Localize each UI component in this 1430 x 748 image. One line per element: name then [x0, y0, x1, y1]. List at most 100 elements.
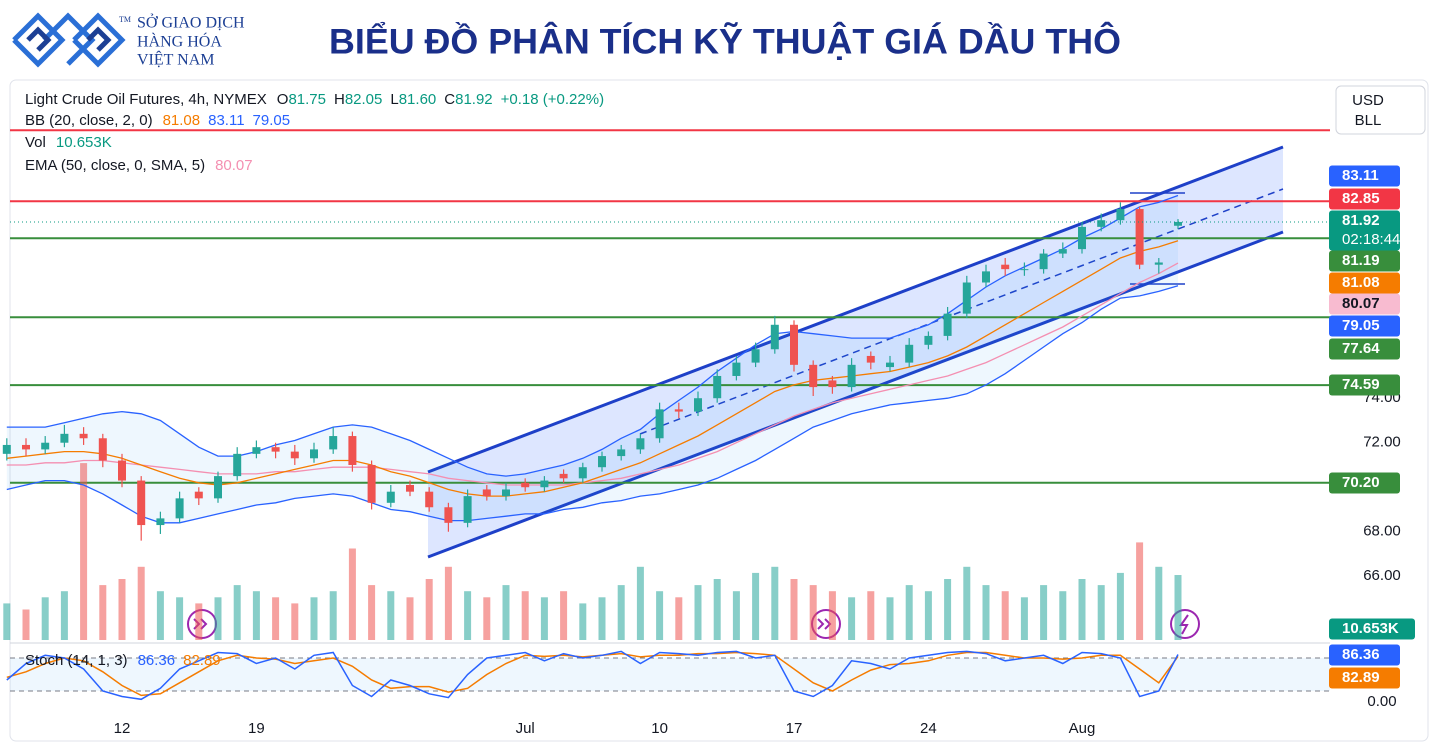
bb-basis	[6, 240, 1179, 497]
currency-button[interactable]	[1335, 85, 1426, 135]
candle-body	[982, 271, 990, 283]
vol-name: Vol	[25, 134, 46, 151]
volume-bar	[1116, 572, 1124, 640]
candle-body	[502, 489, 510, 497]
price-tag	[1329, 210, 1400, 251]
volume-bar	[425, 579, 433, 640]
volume-bar	[60, 591, 68, 640]
volume-bar	[905, 585, 913, 640]
price-channel	[427, 145, 1284, 559]
volume-bar	[368, 585, 376, 640]
ohlc-value: 82.05	[345, 91, 383, 108]
candle-body	[1174, 221, 1182, 226]
price-tags: 83.11 82.85 81.92 02:18:44 81.19 81.08 80.07 79…	[1329, 165, 1415, 689]
price-tag-label: 82.89	[1342, 669, 1380, 686]
volume-bar	[252, 591, 260, 640]
price-tag	[1329, 250, 1400, 272]
x-tick-label: Jul	[516, 720, 535, 737]
volume-bar	[617, 585, 625, 640]
candle-body	[22, 444, 30, 450]
volume-bar	[348, 548, 356, 640]
bb-fill	[6, 195, 1178, 523]
ema-value: 80.07	[215, 157, 253, 174]
ohlc-key: C	[444, 91, 455, 108]
candle-body	[290, 451, 299, 459]
logo-line: VIỆT NAM	[137, 50, 214, 69]
volume-bar	[156, 591, 164, 640]
volume-bar	[636, 566, 644, 640]
legend-stoch: Stoch (14, 1, 3) 86.36 82.89	[25, 652, 221, 669]
candle-body	[1154, 262, 1163, 265]
price-tag	[1329, 188, 1400, 210]
candle-body	[482, 489, 491, 497]
stoch-k-value: 86.36	[138, 652, 176, 669]
stoch-d-value: 82.89	[183, 652, 221, 669]
candle-body	[79, 433, 88, 439]
volume-bar	[944, 579, 952, 640]
price-tag	[1329, 374, 1400, 396]
x-tick-label: 12	[114, 720, 131, 737]
channel-middle	[639, 188, 1284, 435]
y-tick-label: 68.00	[1363, 523, 1401, 540]
ohlc-value: 81.60	[399, 91, 437, 108]
ohlc-key: L	[390, 91, 398, 108]
price-tag-label: 77.64	[1342, 340, 1380, 357]
unit: BLL	[1355, 112, 1382, 129]
volume-bar	[387, 591, 395, 640]
channel-lower	[427, 230, 1284, 559]
candle-body	[367, 464, 376, 503]
volume-bar	[214, 597, 222, 640]
volume-bar	[1001, 591, 1009, 640]
ema-line	[6, 262, 1179, 486]
price-tag	[1329, 165, 1400, 187]
volume-bar	[675, 597, 683, 640]
candle-body	[636, 438, 645, 450]
vol-value: 10.653K	[56, 134, 112, 151]
logo: TM SỞ GIAO DỊCH HÀNG HÓA VIỆT NAM	[12, 12, 245, 69]
volume-bar	[137, 566, 145, 640]
volume-bar	[963, 566, 971, 640]
candle-body	[1097, 220, 1106, 227]
volume-bar	[22, 609, 30, 640]
volume-bar	[99, 585, 107, 640]
y-tick-label: 66.00	[1363, 567, 1401, 584]
price-tag-label: 83.11	[1342, 167, 1379, 184]
bb-upper-value: 83.11	[208, 112, 244, 129]
volume-bar	[848, 597, 856, 640]
candle-body	[559, 473, 568, 479]
logo-line: SỞ GIAO DỊCH	[137, 13, 245, 32]
volume-bar	[560, 591, 568, 640]
volume-bar	[41, 597, 49, 640]
volume-bar	[406, 597, 414, 640]
candle-body	[847, 364, 856, 388]
price-tag	[1329, 667, 1400, 689]
bb-lower	[6, 285, 1179, 524]
logo-mark	[12, 12, 126, 68]
candle-body	[694, 398, 702, 412]
candle-body	[60, 433, 69, 443]
candle-body	[770, 324, 779, 350]
volume-bar	[233, 585, 241, 640]
volume-bar	[3, 603, 11, 640]
candle-body	[137, 480, 146, 526]
candle-body	[118, 460, 126, 481]
candle-body	[809, 364, 818, 388]
candle-body	[732, 362, 741, 376]
page-title: BIỂU ĐỒ PHÂN TÍCH KỸ THUẬT GIÁ DẦU THÔ	[329, 21, 1121, 61]
price-tag	[1329, 618, 1415, 640]
volume-bar	[329, 591, 337, 640]
price-tag-label: 74.59	[1342, 376, 1380, 393]
volume-bar	[713, 579, 721, 640]
legend-vol: Vol 10.653K	[25, 134, 112, 151]
volume-bar	[809, 585, 817, 640]
volume-bar	[1059, 591, 1067, 640]
candle-body	[156, 518, 165, 526]
candle-body	[444, 507, 453, 523]
ohlc-value: 81.75	[288, 91, 326, 108]
price-tag	[1329, 315, 1400, 337]
price-tag-label: 81.19	[1342, 252, 1380, 269]
price-tag-label: 81.08	[1342, 274, 1380, 291]
volume-bar	[886, 597, 894, 640]
volume-bar	[924, 591, 932, 640]
ohlc-key: O	[277, 91, 289, 108]
